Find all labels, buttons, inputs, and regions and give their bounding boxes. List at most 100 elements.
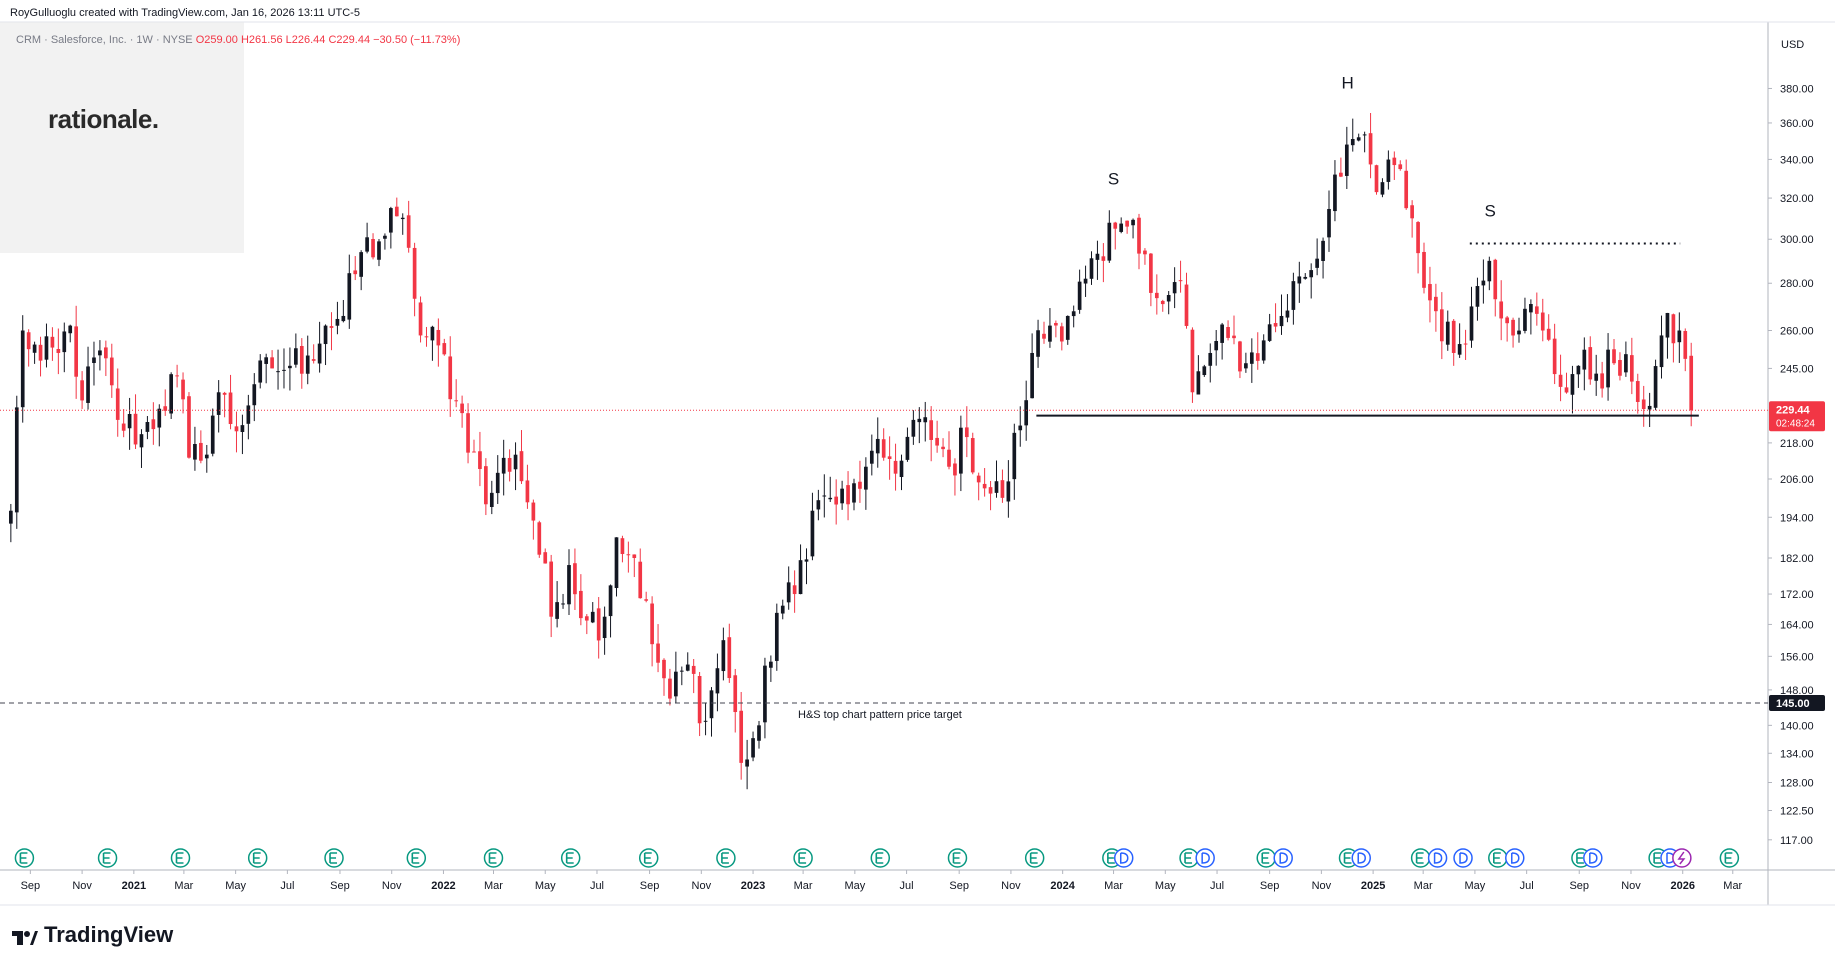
earnings-marker-glyph (1029, 852, 1038, 864)
candle-up (679, 666, 684, 686)
candle-body (519, 451, 524, 482)
time-tick-label: Nov (1621, 880, 1641, 892)
candle-body (1368, 133, 1373, 165)
candle-up (840, 480, 844, 510)
time-tick-label: Nov (692, 880, 712, 892)
candle-body (828, 497, 833, 500)
candle-body (864, 466, 868, 490)
created-by-text: RoyGulluoglu created with TradingView.co… (10, 7, 360, 19)
candle-body (929, 420, 934, 440)
candle-body (1012, 432, 1017, 480)
candle-up (608, 584, 613, 638)
candle-body (1018, 425, 1023, 431)
candle-body (1677, 330, 1682, 343)
candle-body (1119, 223, 1124, 232)
candle-body (798, 560, 803, 595)
candle-body (169, 374, 174, 414)
candle-body (1362, 134, 1367, 136)
candle-up (1202, 364, 1207, 377)
candle-up (1030, 333, 1034, 399)
candle-up (769, 655, 773, 682)
candle-up (1065, 315, 1070, 345)
candle-body (193, 444, 197, 460)
ohlc-change: −30.50 (−11.73%) (373, 34, 461, 46)
candle-body (98, 350, 102, 356)
candle-down (1552, 323, 1557, 385)
candle-body (596, 608, 601, 641)
dividend-marker-circle (1113, 848, 1134, 868)
price-tick-label: 117.00 (1780, 835, 1813, 847)
earnings-marker (1719, 848, 1740, 868)
candle-up (1309, 263, 1314, 299)
candle-body (1315, 258, 1319, 268)
candle-body (1214, 341, 1219, 351)
dividend-marker-glyph (1511, 852, 1520, 864)
time-tick-label: Mar (794, 880, 813, 892)
candle-down (394, 197, 399, 217)
candle-body (329, 326, 334, 328)
candle-down (406, 200, 411, 253)
candle-up (1624, 341, 1628, 377)
candle-down (1137, 213, 1141, 270)
earnings-marker (1256, 848, 1276, 868)
candle-body (175, 375, 179, 377)
candle-down (442, 338, 447, 356)
candle-up (264, 353, 269, 384)
candle-body (222, 392, 227, 395)
candle-up (899, 454, 904, 491)
candle-body (50, 336, 55, 348)
candle-down (650, 596, 654, 667)
candle-body (1184, 284, 1189, 326)
candle-body (691, 665, 696, 674)
candle-down (739, 691, 744, 780)
candle-down (620, 535, 625, 563)
candle-body (1220, 324, 1224, 343)
candle-up (495, 455, 500, 504)
candle-body (970, 438, 975, 473)
candle-up (282, 348, 286, 389)
candle-up (1267, 313, 1272, 342)
candle-body (377, 241, 381, 260)
candle-body (371, 239, 375, 258)
time-tick-label: Jul (1210, 880, 1224, 892)
candle-body (1030, 352, 1034, 399)
last-price-tag (1769, 401, 1825, 432)
candle-body (1059, 326, 1064, 342)
dividend-marker (1273, 848, 1293, 868)
candle-up (9, 503, 13, 543)
candle-down (466, 403, 470, 464)
candle-down (1451, 319, 1456, 366)
candle-up (14, 395, 19, 529)
candle-body (1629, 355, 1634, 382)
candle-body (26, 332, 31, 350)
candle-down (1339, 157, 1343, 178)
candle-body (252, 384, 257, 406)
candle-up (780, 599, 785, 620)
candle-body (1149, 253, 1153, 293)
earnings-marker-glyph (643, 852, 652, 864)
candle-body (436, 329, 441, 346)
earnings-marker (1410, 848, 1431, 868)
candle-body (448, 356, 453, 400)
candle-up (1261, 334, 1266, 364)
split-marker (1672, 848, 1692, 868)
earnings-marker-glyph (1493, 852, 1501, 864)
candle-up (1457, 323, 1462, 358)
candle-body (359, 252, 364, 277)
candle-body (1327, 208, 1331, 238)
candle-body (1279, 315, 1284, 327)
target-annotation-text: H&S top chart pattern price target (798, 709, 962, 721)
earnings-marker (638, 848, 659, 868)
candle-body (258, 360, 263, 383)
candle-down (1463, 329, 1468, 360)
candle-up (335, 301, 340, 335)
candle-down (26, 329, 31, 367)
earnings-marker-glyph (1653, 852, 1662, 864)
candle-down (887, 436, 892, 480)
candle-body (1350, 138, 1355, 146)
earnings-marker (870, 848, 891, 868)
tradingview-brand[interactable]: TradingView (12, 922, 173, 948)
candle-body (602, 616, 607, 639)
candle-down (941, 438, 945, 458)
